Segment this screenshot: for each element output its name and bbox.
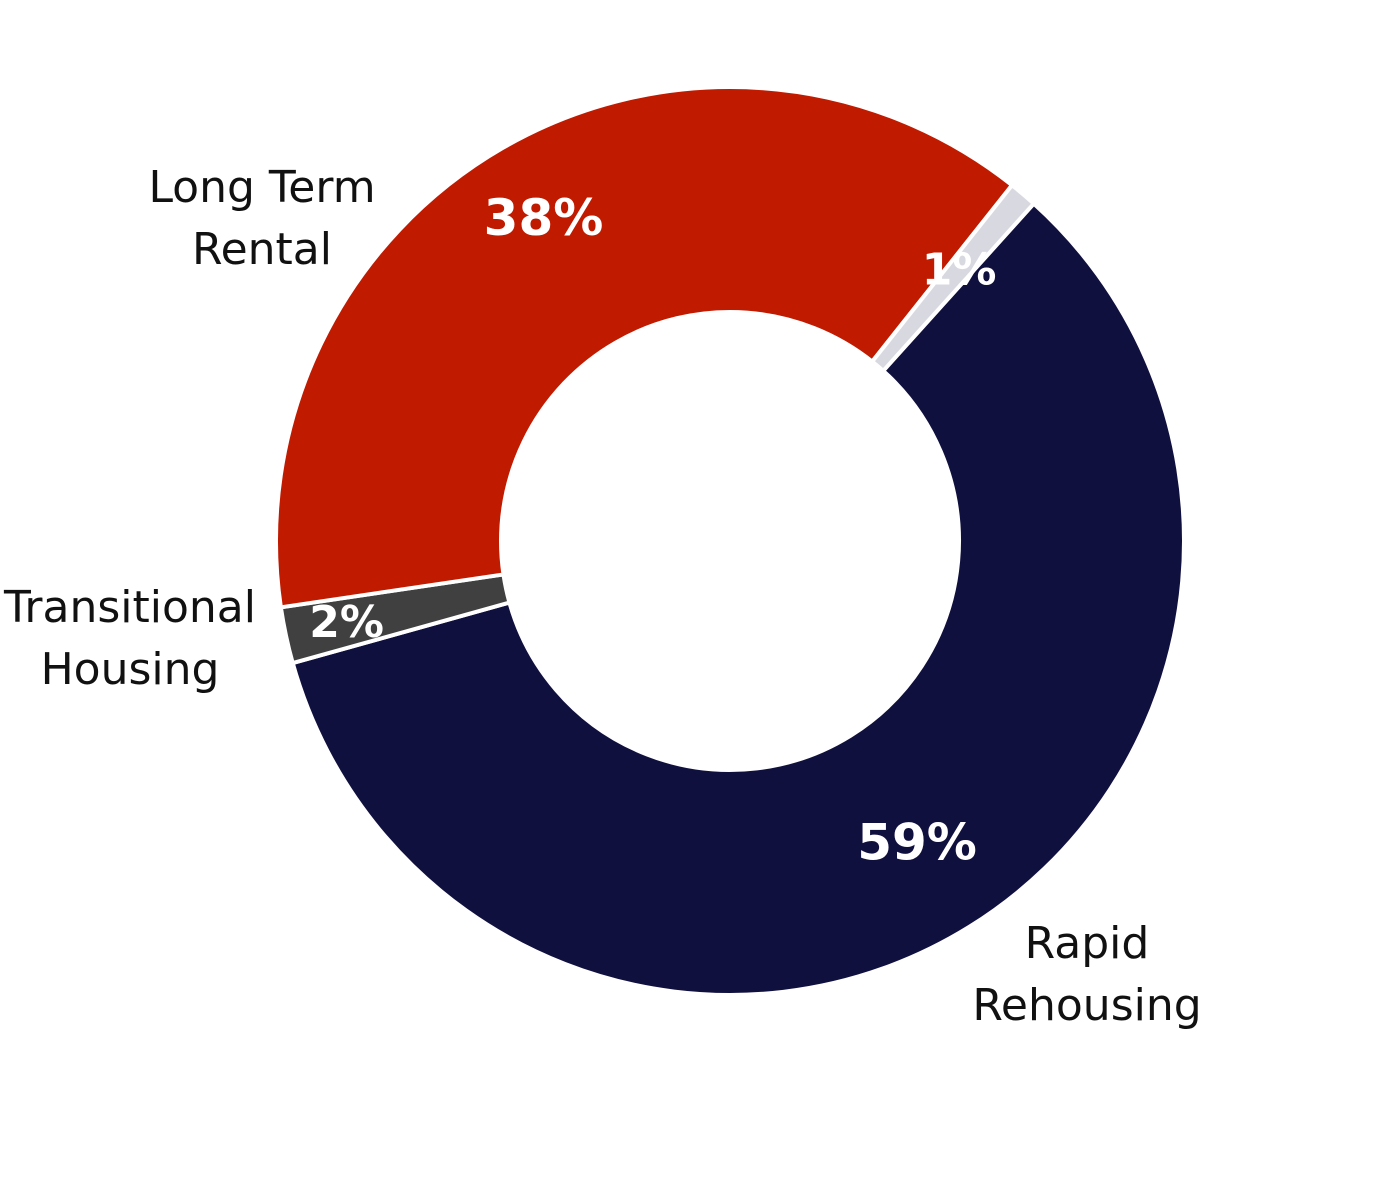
category-labels: Rapid Rehousing Transitional Housing Long Te… xyxy=(3,162,1202,1031)
donut-slices xyxy=(274,85,1186,997)
category-label-rapid: Rapid Rehousing xyxy=(972,918,1201,1031)
slice-value-labels: 59% 2% 38% 1% xyxy=(309,189,996,872)
category-label-longterm: Long Term Rental xyxy=(148,162,375,275)
value-label-longterm: 38% xyxy=(484,189,604,247)
category-label-line: Rehousing xyxy=(972,980,1201,1031)
slice-longterm xyxy=(274,85,1015,610)
category-label-line: Transitional xyxy=(3,582,256,633)
category-label-line: Long Term xyxy=(148,162,375,213)
value-label-rapid: 59% xyxy=(857,814,977,872)
category-label-line: Rapid xyxy=(1025,918,1150,969)
value-label-other: 1% xyxy=(922,244,997,295)
category-label-line: Housing xyxy=(41,644,220,695)
category-label-line: Rental xyxy=(192,224,332,275)
value-label-transitional: 2% xyxy=(309,597,384,648)
slice-rapid xyxy=(290,200,1186,997)
slice-other xyxy=(869,182,1037,374)
category-label-transitional: Transitional Housing xyxy=(3,582,256,695)
